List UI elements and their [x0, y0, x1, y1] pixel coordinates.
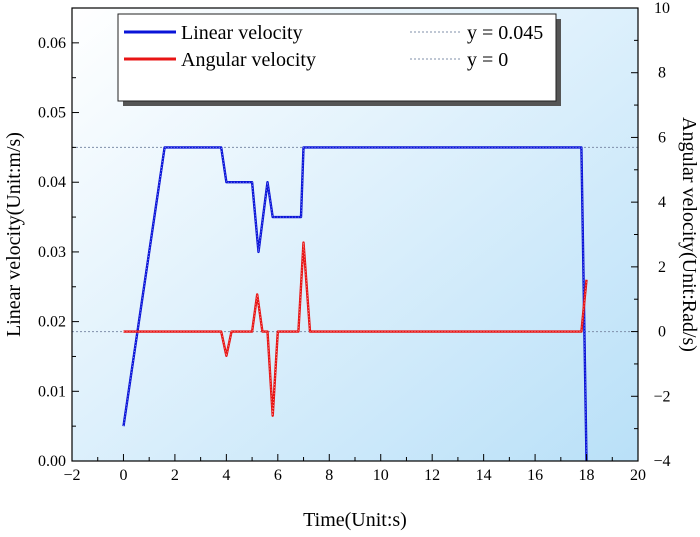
x-tick-label: 18 — [579, 467, 595, 484]
y-right-tick-label: 8 — [658, 65, 666, 82]
y-right-tick-label: 0 — [658, 324, 666, 341]
series-highlight-1 — [123, 242, 587, 416]
x-tick-label: 16 — [527, 467, 543, 484]
y-right-tick-label: −4 — [653, 453, 670, 470]
x-tick-label: 2 — [171, 467, 179, 484]
legend-label-linear-velocity: Linear velocity — [181, 22, 303, 44]
y-left-tick-label: 0.00 — [38, 453, 66, 470]
y-left-tick-label: 0.04 — [38, 174, 66, 191]
y-left-tick-label: 0.05 — [38, 105, 66, 122]
axis-ticks: −2 0 2 4 6 8 10 12 14 16 18 200.000.010.020.030.040… — [38, 0, 671, 484]
y-left-axis-label: Linear velocity(Unit:m/s) — [3, 132, 25, 337]
y-right-axis-label: Angular velocity(Unit:Rad/s) — [678, 117, 700, 352]
x-tick-label: 0 — [119, 467, 127, 484]
x-tick-label: 10 — [373, 467, 389, 484]
x-tick-label: 4 — [222, 467, 230, 484]
series-highlight-0 — [123, 147, 587, 462]
legend-label-angular-velocity: Angular velocity — [181, 49, 316, 71]
y-right-tick-label: 4 — [658, 194, 666, 211]
x-tick-label: 6 — [274, 467, 282, 484]
legend-label-ref-045: y = 0.045 — [467, 22, 543, 44]
y-right-tick-label: 2 — [658, 259, 666, 276]
legend-label-ref-0: y = 0 — [467, 49, 508, 71]
x-tick-label: 20 — [630, 467, 646, 484]
x-tick-label: 12 — [424, 467, 440, 484]
x-axis-label: Time(Unit:s) — [303, 509, 407, 531]
series-lines — [122, 146, 588, 462]
y-left-tick-label: 0.03 — [38, 244, 66, 261]
y-left-tick-label: 0.06 — [38, 35, 66, 52]
legend: Linear velocity Angular velocity y = 0.0… — [117, 13, 561, 106]
x-tick-label: 14 — [476, 467, 492, 484]
y-right-tick-label: 6 — [658, 129, 666, 146]
y-right-tick-label: −2 — [653, 388, 670, 405]
y-left-tick-label: 0.02 — [38, 314, 66, 331]
x-tick-label: 8 — [325, 467, 333, 484]
y-right-tick-label: 10 — [654, 0, 670, 17]
y-left-tick-label: 0.01 — [38, 383, 66, 400]
x-tick-label: −2 — [63, 467, 80, 484]
legend-box — [117, 13, 557, 102]
